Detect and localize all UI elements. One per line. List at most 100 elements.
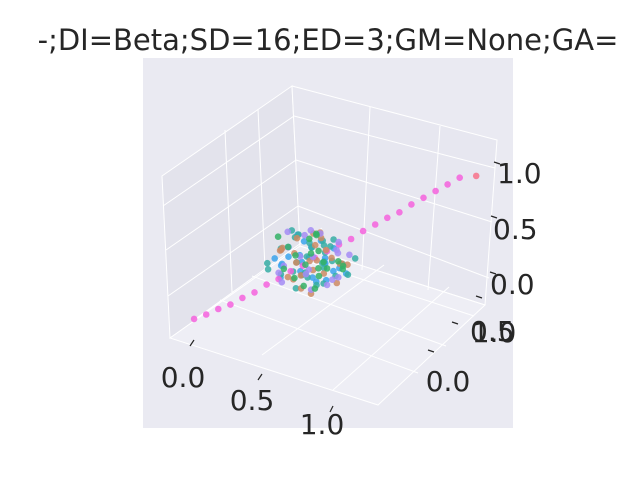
scatter-point — [202, 311, 210, 318]
tick-mark — [257, 373, 263, 381]
scatter-point — [315, 265, 322, 272]
scatter-point — [297, 272, 305, 279]
scatter-point — [311, 285, 319, 292]
grid-line — [295, 159, 493, 223]
scatter-point — [279, 244, 286, 252]
scatter-point — [301, 231, 308, 239]
scatter-point — [359, 227, 367, 235]
grid-line — [284, 253, 475, 317]
scatter-point — [292, 285, 300, 292]
scatter-point — [328, 254, 335, 262]
scatter-point — [339, 262, 347, 270]
scatter-point — [335, 238, 342, 246]
grid-line — [257, 108, 266, 270]
scatter-point — [293, 259, 300, 266]
grid-line — [297, 205, 490, 279]
scatter-point — [275, 269, 282, 277]
tick-mark — [451, 321, 459, 325]
scatter-point — [280, 265, 288, 273]
scatter-point — [346, 251, 353, 259]
panes — [161, 85, 498, 406]
scatter-point — [344, 271, 352, 279]
scatter-point — [292, 252, 299, 259]
scatter-point — [472, 172, 480, 180]
tick-mark — [329, 405, 334, 413]
tick-mark — [189, 339, 195, 347]
scatter-point — [334, 249, 342, 257]
scatter-point — [311, 241, 319, 249]
scatter-point — [293, 234, 301, 242]
scatter-point — [347, 235, 355, 243]
scatter-points — [190, 172, 480, 323]
scatter-point — [307, 250, 315, 257]
scatter-point — [384, 214, 391, 222]
scatter-point — [330, 236, 337, 243]
scatter-point — [306, 235, 313, 243]
scatter-point — [307, 227, 315, 234]
scatter-point — [313, 231, 320, 239]
grid-line — [162, 115, 295, 207]
grid-line — [224, 129, 233, 293]
scatter-point — [351, 255, 359, 262]
scatter-point — [335, 258, 342, 265]
scatter-point — [335, 274, 342, 281]
tick-mark — [427, 349, 435, 353]
x-tick-label-2: 1.0 — [300, 408, 345, 441]
scatter-point — [329, 276, 336, 284]
scatter-point — [322, 246, 330, 254]
scatter-point — [284, 273, 292, 281]
y-tick-label-2: 1.0 — [472, 316, 517, 349]
scatter-point — [287, 267, 295, 275]
scatter-point — [251, 289, 258, 296]
scatter-point — [263, 281, 270, 288]
grid-line — [219, 299, 419, 374]
scatter-point — [278, 278, 286, 286]
scatter-point — [227, 301, 234, 308]
scatter-point — [456, 174, 464, 181]
grid-line — [427, 125, 441, 291]
grid-line — [165, 159, 297, 251]
scatter-point — [300, 238, 308, 245]
scatter-point — [302, 261, 309, 269]
scatter-point — [284, 243, 292, 251]
x-tick-label-1: 0.5 — [230, 384, 275, 417]
scatter-point — [215, 305, 222, 313]
y-tick-label-1: 0.5 — [470, 315, 515, 348]
grid-line — [193, 227, 323, 321]
y-tick-label-0: 0.0 — [426, 365, 471, 398]
scatter-point — [323, 281, 331, 289]
scatter-point — [264, 259, 271, 267]
tick-mark — [493, 161, 501, 165]
grid-line — [167, 205, 299, 297]
scatter-point — [300, 282, 308, 290]
scatter-point — [291, 274, 298, 282]
scatter-point — [371, 221, 379, 228]
grid-line — [361, 106, 371, 271]
z-tick-label-1: 0.5 — [493, 213, 538, 246]
scatter-point — [408, 201, 415, 208]
z-tick-label-0: 0.0 — [490, 268, 535, 301]
scatter-point — [190, 315, 198, 323]
scatter-point — [271, 255, 279, 262]
scatter-point — [285, 253, 292, 260]
chart-title: -;DI=Beta;SD=16;ED=3;GM=None;GA= — [38, 23, 619, 57]
scatter-point — [420, 194, 427, 202]
scatter-point — [315, 272, 323, 280]
grid-lines — [162, 106, 496, 391]
scatter-point — [264, 266, 272, 273]
tick-mark — [475, 295, 483, 299]
scatter-point — [320, 270, 328, 277]
scatter-point — [239, 294, 246, 302]
z-tick-label-2: 1.0 — [497, 157, 542, 190]
grid-line — [293, 115, 496, 169]
tick-marks — [189, 161, 501, 413]
grid-line — [332, 286, 450, 391]
scatter-point — [320, 258, 327, 266]
scatter-point — [284, 228, 292, 236]
tick-mark — [490, 215, 498, 219]
scatter-point — [432, 187, 439, 195]
x-tick-label-0: 0.0 — [161, 361, 206, 394]
floor-pane — [168, 245, 486, 406]
scatter-point — [396, 209, 403, 216]
